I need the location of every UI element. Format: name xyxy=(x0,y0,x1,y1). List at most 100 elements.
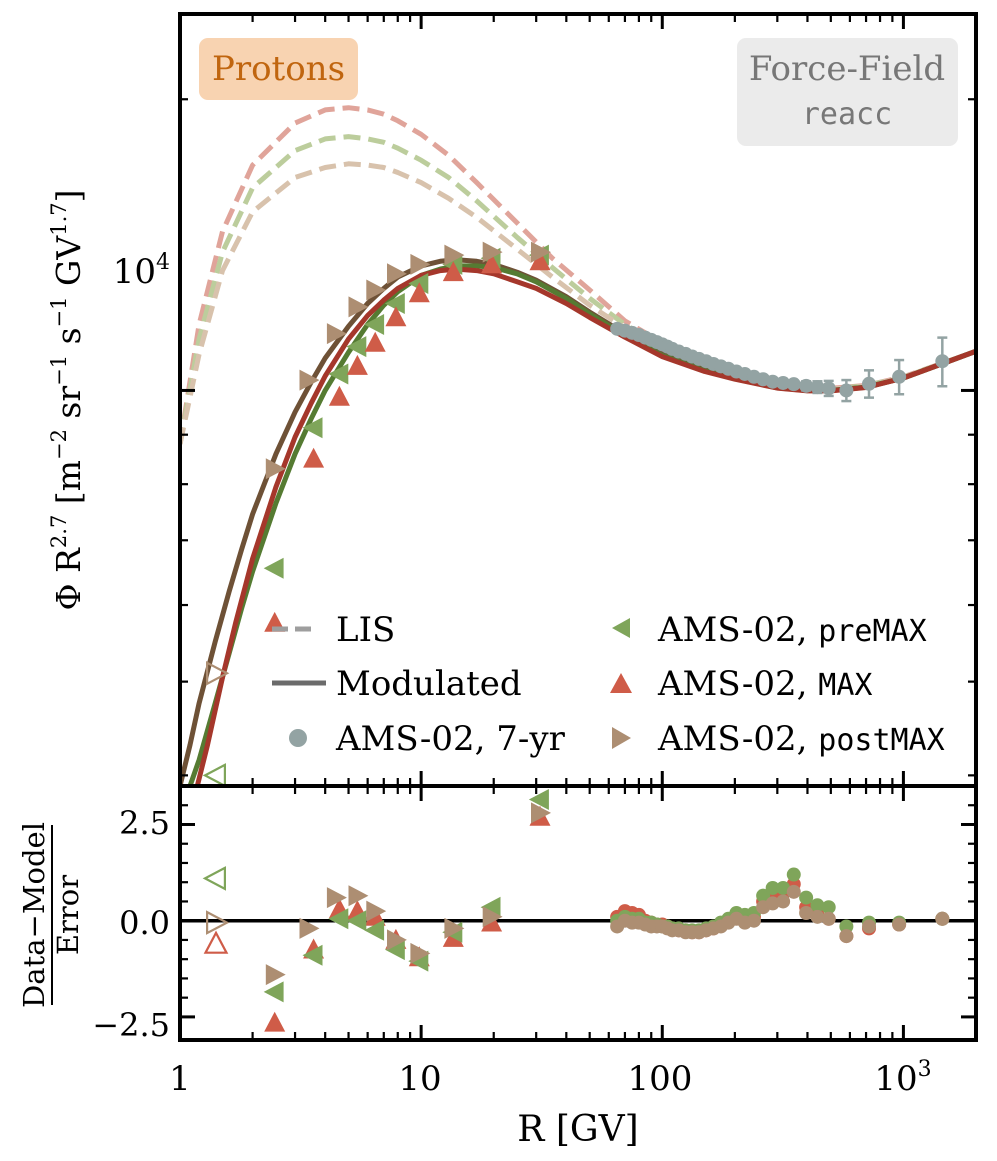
model-tag-line2: reacc xyxy=(802,97,892,132)
x-tick-label-100: 100 xyxy=(628,1059,693,1099)
residual-point-premax xyxy=(765,880,780,895)
residual-point-premax xyxy=(384,939,405,961)
model-tag-line1: Force-Field xyxy=(749,49,945,89)
residual-y-tick-labels: 2.5 0.0 −2.5 xyxy=(92,804,170,1044)
residual-point-postmax xyxy=(786,884,801,899)
residual-y-label-num: Data−Model xyxy=(17,822,51,1008)
residual-point-premax xyxy=(528,789,549,810)
residual-point-postmax xyxy=(444,917,465,939)
data-point-sevenyr xyxy=(935,354,950,369)
residual-point-postmax xyxy=(765,896,780,911)
residual-point-postmax xyxy=(348,885,369,907)
modulated-curve-model_max xyxy=(194,266,976,786)
data-point-postmax xyxy=(265,458,286,480)
data-point-premax xyxy=(328,363,349,385)
residual-point-premax xyxy=(776,880,791,895)
residual-point-postmax xyxy=(862,919,877,934)
data-point-max xyxy=(364,331,386,352)
data-point-max xyxy=(328,385,350,406)
data-point-premax xyxy=(302,417,323,439)
data-point-max xyxy=(442,261,464,282)
y-tick-label-1e4: 104 xyxy=(113,250,170,292)
data-point-max xyxy=(303,447,325,468)
residual-point-premax xyxy=(202,866,226,891)
residual-point-premax xyxy=(839,919,854,934)
x-tick-label-1000: 103 xyxy=(874,1057,931,1099)
legend-postmax: AMS-02, postMAX xyxy=(612,719,945,759)
data-point-premax xyxy=(202,763,226,786)
data-point-premax xyxy=(263,557,284,579)
residual-y-label-den: Error xyxy=(51,875,85,955)
svg-text:AMS-02, MAX: AMS-02, MAX xyxy=(657,664,872,704)
res-y-tick-zero: 0.0 xyxy=(119,904,170,942)
residual-point-premax xyxy=(810,898,825,913)
residual-point-postmax xyxy=(387,929,407,951)
data-point-max xyxy=(481,253,503,274)
residual-point-postmax xyxy=(839,929,854,944)
species-tag: Protons xyxy=(199,38,358,100)
data-point-postmax xyxy=(206,660,230,686)
legend-premax: AMS-02, preMAX xyxy=(612,610,927,650)
data-point-sevenyr xyxy=(810,380,825,395)
y-axis-label: Φ R2.7 [m−2 sr−1 s−1 GV1.7] xyxy=(47,190,88,611)
residual-point-premax xyxy=(346,910,367,932)
x-tick-label-10: 10 xyxy=(398,1059,441,1099)
legend-7yr: AMS-02, 7-yr xyxy=(289,719,566,759)
data-point-sevenyr xyxy=(799,378,814,393)
residual-point-max xyxy=(264,1011,286,1032)
species-tag-label: Protons xyxy=(212,49,345,89)
residual-point-premax xyxy=(263,981,284,1003)
data-point-postmax xyxy=(531,241,551,263)
data-point-postmax xyxy=(482,241,503,263)
residual-point-postmax xyxy=(799,906,814,920)
residual-point-postmax xyxy=(410,942,431,964)
legend-modulated: Modulated xyxy=(272,664,522,704)
axis-ticks xyxy=(178,14,978,1040)
residual-point-postmax xyxy=(746,913,761,928)
model-tag: Force-Field reacc xyxy=(737,38,958,146)
res-y-tick-pos: 2.5 xyxy=(119,804,170,842)
residual-point-postmax xyxy=(299,917,320,939)
residual-point-premax xyxy=(821,900,836,915)
residual-point-premax xyxy=(364,919,385,941)
residual-point-postmax xyxy=(265,964,286,986)
residual-point-premax xyxy=(480,896,501,918)
data-point-premax xyxy=(346,336,367,358)
residual-point-postmax xyxy=(206,910,230,935)
data-point-max xyxy=(408,282,430,303)
svg-text:AMS-02, postMAX: AMS-02, postMAX xyxy=(657,719,945,759)
residual-point-postmax xyxy=(531,802,551,824)
residual-axes-frame xyxy=(178,784,978,1042)
data-point-postmax xyxy=(366,279,387,301)
svg-text:LIS: LIS xyxy=(336,610,395,650)
data-point-postmax xyxy=(444,244,465,266)
residual-point-postmax xyxy=(821,911,836,926)
data-point-postmax xyxy=(348,296,369,318)
x-tick-labels: 1 10 100 103 xyxy=(169,1057,931,1099)
residual-point-postmax xyxy=(810,909,825,924)
residual-point-premax xyxy=(328,908,349,930)
legend-max: AMS-02, MAX xyxy=(610,664,872,704)
data-point-postmax xyxy=(410,253,431,275)
x-axis-label: R [GV] xyxy=(517,1109,638,1150)
residual-point-postmax xyxy=(892,917,907,932)
legend-lis: LIS xyxy=(272,610,395,650)
residual-markers xyxy=(202,789,950,1032)
residual-point-postmax xyxy=(326,887,347,909)
svg-text:Modulated: Modulated xyxy=(336,664,522,704)
residual-point-postmax xyxy=(776,894,791,909)
svg-text:AMS-02, 7-yr: AMS-02, 7-yr xyxy=(335,719,566,759)
data-point-premax xyxy=(364,314,385,335)
data-point-postmax xyxy=(387,263,407,285)
data-point-sevenyr xyxy=(862,376,877,391)
lis-curve-lis_premax xyxy=(180,134,976,445)
data-point-sevenyr xyxy=(765,374,780,389)
data-point-sevenyr xyxy=(776,375,791,390)
data-point-postmax xyxy=(326,323,347,345)
residual-point-postmax xyxy=(366,900,387,922)
data-point-premax xyxy=(384,293,405,314)
data-point-premax xyxy=(408,273,429,294)
data-point-max xyxy=(529,250,551,271)
